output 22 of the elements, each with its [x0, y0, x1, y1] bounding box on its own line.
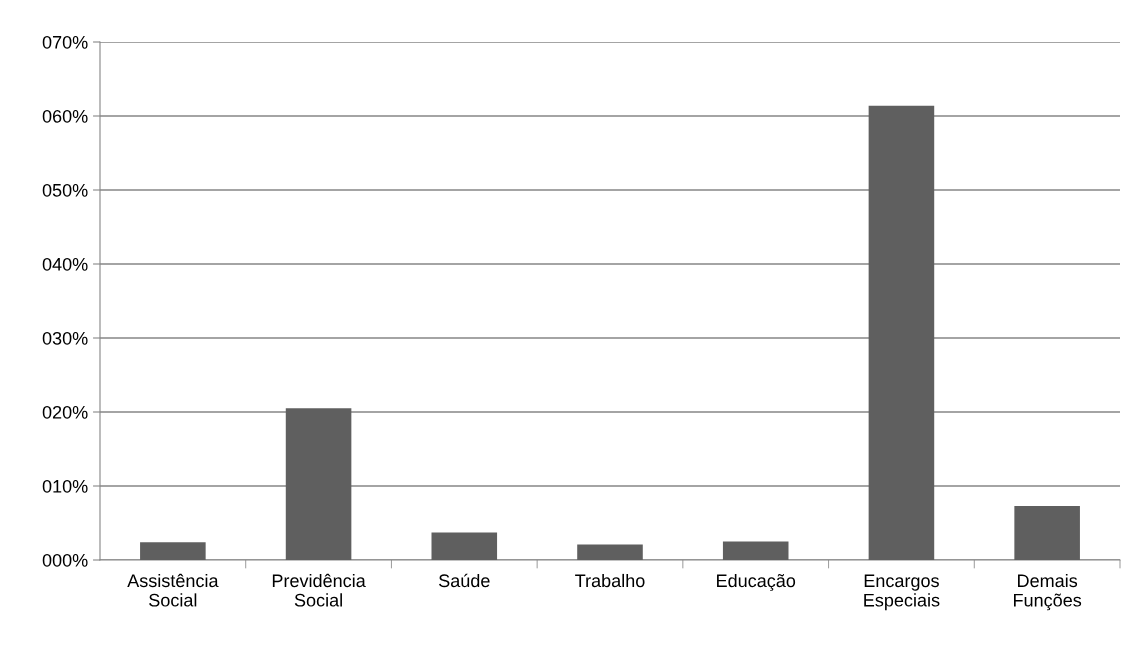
- x-tick-label: Educação: [717, 573, 796, 591]
- y-tick-label: 010%: [42, 479, 88, 493]
- bar: [722, 541, 789, 560]
- bar: [1014, 505, 1080, 560]
- y-tick-label: 030%: [42, 331, 88, 345]
- bar: [868, 105, 935, 560]
- bar: [285, 408, 352, 560]
- bar: [431, 532, 498, 560]
- x-tick-label: Assistência Social: [127, 573, 219, 607]
- y-tick-label: 060%: [42, 109, 88, 123]
- x-tick-label: Previdência Social: [272, 573, 366, 607]
- y-tick-label: 040%: [42, 257, 88, 271]
- y-tick-label: 070%: [42, 35, 88, 49]
- y-tick-label: 020%: [42, 405, 88, 419]
- y-tick-label: 000%: [42, 553, 88, 567]
- x-tick-label: Encargos Especiais: [864, 574, 940, 611]
- bar: [140, 542, 206, 560]
- y-tick-label: 050%: [42, 183, 88, 197]
- x-tick-label: Trabalho: [575, 573, 645, 588]
- x-tick-label: Demais Funções: [1014, 573, 1082, 611]
- x-tick-label: Saúde: [439, 573, 490, 588]
- bar: [577, 544, 643, 560]
